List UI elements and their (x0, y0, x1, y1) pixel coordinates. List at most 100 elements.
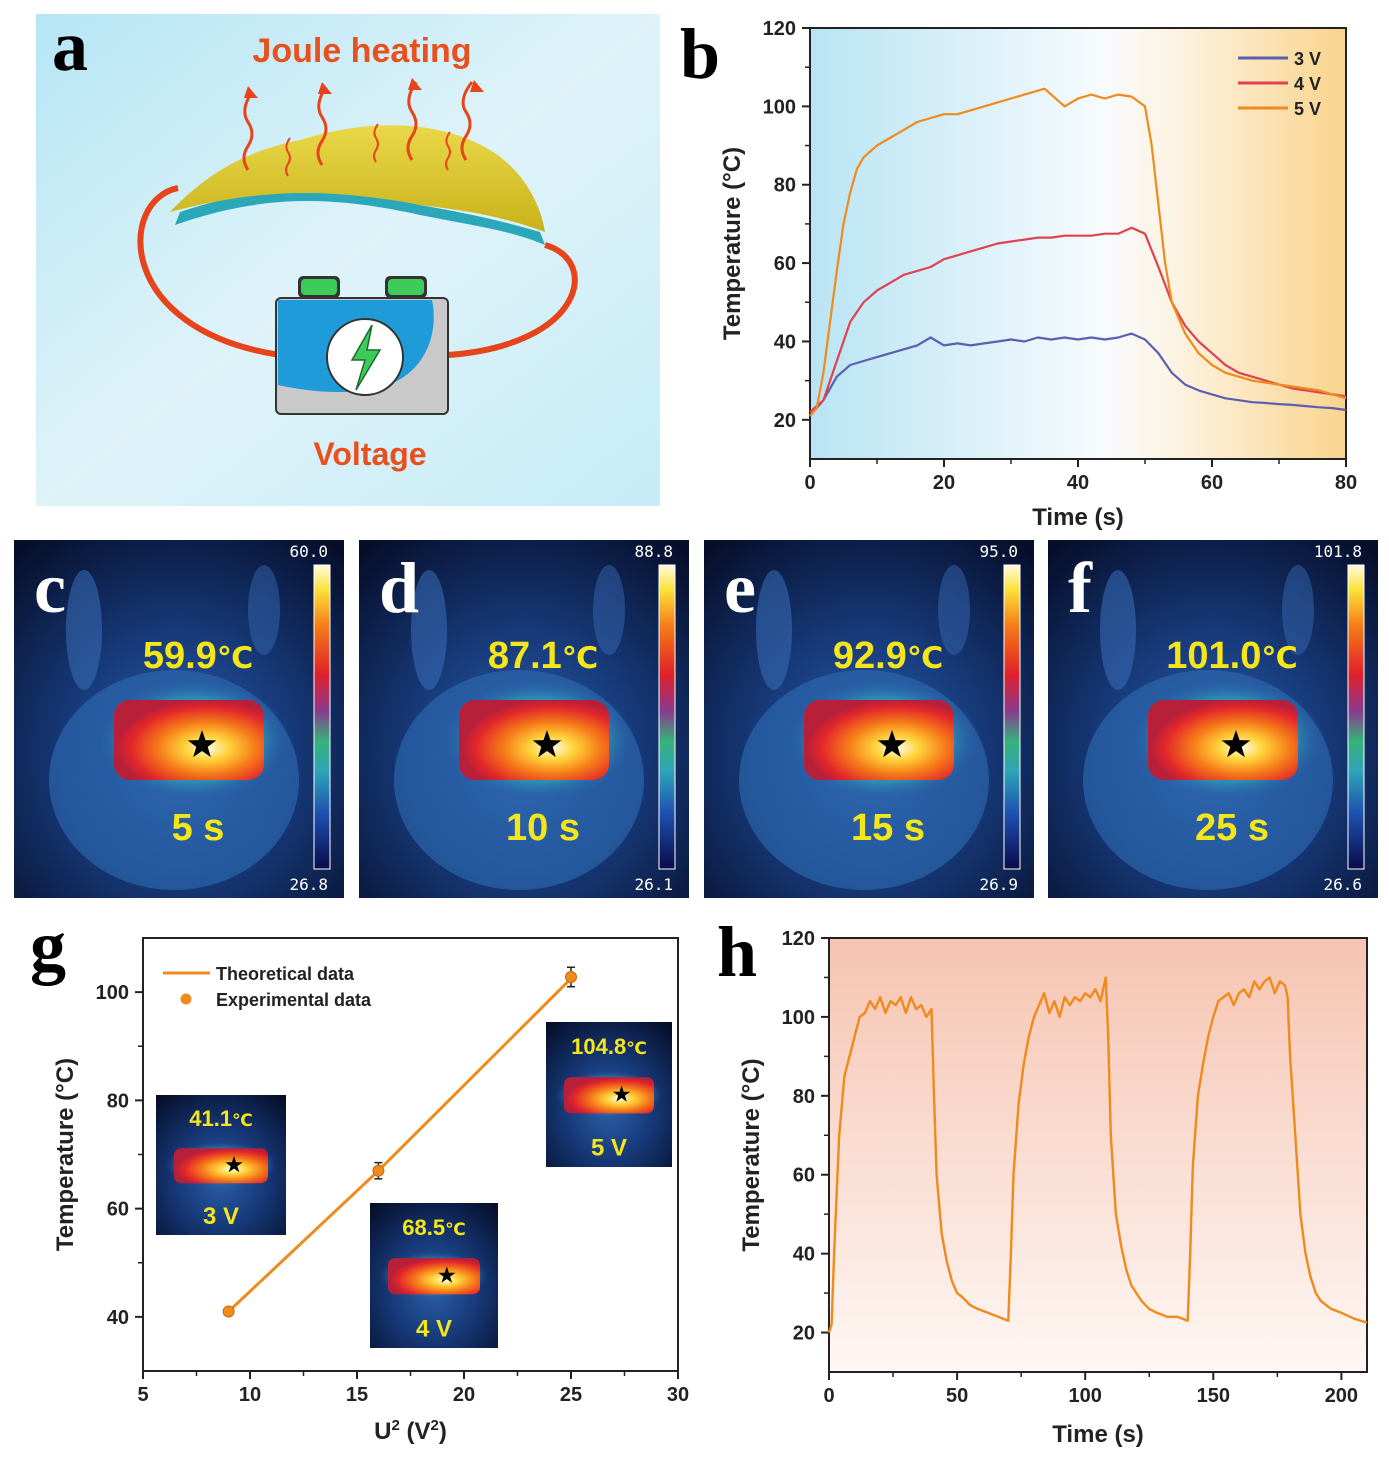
x-tick-label: 60 (1201, 472, 1223, 494)
panel-label-g: g (30, 906, 66, 986)
circuit-wire (137, 185, 578, 358)
thermal-finger (66, 570, 102, 690)
temperature-unit: ℃ (907, 642, 943, 675)
experimental-point (222, 1305, 235, 1318)
x-tick-label: 150 (1197, 1385, 1230, 1407)
y-tick-label: 40 (774, 331, 796, 353)
y-tick-label: 120 (763, 18, 796, 40)
panel-b: b 0 20 40 60 80 20 40 60 80 100 120 Time (s) Tempera… (680, 14, 1357, 531)
y-tick-label: 20 (793, 1323, 815, 1345)
x-tick-label: 0 (823, 1385, 834, 1407)
inset-voltage: 3 V (203, 1203, 239, 1230)
cycling-curve (827, 976, 1368, 1333)
thermal-finger (1282, 565, 1314, 655)
time-label: 25 s (1195, 807, 1269, 849)
thermal-hotspot (804, 700, 954, 780)
heat-wave-arrows (242, 81, 474, 177)
inset-thermal-1: 68.5℃ 4 V (370, 1203, 498, 1348)
x-tick-label: 50 (946, 1385, 968, 1407)
x-tick-label: 80 (1335, 472, 1357, 494)
x-tick-label: 100 (1069, 1385, 1102, 1407)
panel-a: a Joule heating (36, 6, 660, 506)
thermal-finger (938, 565, 970, 655)
y-tick-label: 80 (793, 1086, 815, 1108)
legend-label-1: 4 V (1294, 74, 1321, 94)
voltage-label: Voltage (313, 436, 426, 472)
thermal-finger (1100, 570, 1136, 690)
panel-h: h 0 50 100 150 200 20 40 60 80 100 120 Time (s) Temp… (717, 912, 1368, 1448)
color-scale-max: 60.0 (289, 542, 328, 561)
inset-temperature-unit: ℃ (445, 1220, 466, 1239)
x-tick-label: 5 (137, 1384, 148, 1406)
color-scale-bar (1347, 564, 1365, 870)
temperature-readout: 59.9℃ (143, 635, 253, 677)
panel-label-d: d (379, 548, 419, 628)
inset-thermal-0: 41.1℃ 3 V (156, 1095, 286, 1235)
y-axis-label: Temperature (°C) (738, 1058, 765, 1251)
x-tick-label: 0 (804, 472, 815, 494)
thermal-hotspot (459, 700, 609, 780)
heat-arrow-heads (244, 78, 484, 98)
thermal-finger (248, 565, 280, 655)
color-scale-min: 26.9 (979, 875, 1018, 894)
time-label: 5 s (172, 807, 225, 849)
series-line-4v (809, 226, 1347, 413)
temperature-value: 92.9 (833, 635, 907, 677)
color-scale-max: 101.8 (1314, 542, 1362, 561)
x-tick-label: 40 (1067, 472, 1089, 494)
y-tick-label: 60 (793, 1165, 815, 1187)
color-scale-max: 88.8 (634, 542, 673, 561)
panel-label-a: a (52, 6, 88, 86)
series-line-5v (809, 87, 1347, 417)
battery (275, 276, 449, 415)
star-marker (532, 730, 562, 758)
panel-h-background (829, 938, 1367, 1372)
experimental-point (565, 970, 577, 983)
thermal-image-f: f 101.0℃ 25 s 101.8 26.6 (1048, 540, 1378, 898)
temperature-readout: 92.9℃ (833, 635, 943, 677)
inset-temperature-value: 104.8 (571, 1034, 626, 1059)
inset-temperature-value: 68.5 (402, 1215, 445, 1240)
color-scale-min: 26.6 (1323, 875, 1362, 894)
panel-label-c: c (34, 548, 66, 628)
inset-temperature-value: 41.1 (189, 1106, 232, 1131)
x-label-part: U (374, 1418, 391, 1445)
panel-b-background (810, 28, 1346, 459)
thermal-finger (593, 565, 625, 655)
temperature-unit: ℃ (562, 642, 598, 675)
star-marker (438, 1266, 456, 1283)
x-label-sup: 2 (431, 1417, 439, 1434)
thermal-hotspot (114, 700, 264, 780)
x-label-part: (V (400, 1418, 431, 1445)
inset-temperature-unit: ℃ (232, 1111, 253, 1130)
x-tick-label: 15 (346, 1384, 368, 1406)
film-bottom-layer (175, 190, 545, 245)
y-tick-label: 60 (774, 253, 796, 275)
experimental-point (372, 1164, 385, 1177)
thermal-finger (411, 570, 447, 690)
inset-temperature: 104.8℃ (571, 1034, 647, 1059)
x-axis-label: Time (s) (1052, 1421, 1144, 1448)
time-label: 10 s (506, 807, 580, 849)
temperature-value: 59.9 (143, 635, 217, 677)
temperature-unit: ℃ (217, 642, 253, 675)
color-scale-max: 95.0 (979, 542, 1018, 561)
x-tick-label: 20 (933, 472, 955, 494)
y-tick-label: 80 (107, 1090, 129, 1112)
y-axis-label: Temperature (°C) (52, 1058, 79, 1251)
chart-h: 0 50 100 150 200 20 40 60 80 100 120 Time (s) Temper… (738, 928, 1368, 1448)
x-label-part: ) (439, 1418, 447, 1445)
thermal-image-c: c 59.9℃ 5 s 60.0 26.8 (14, 540, 344, 898)
panel-label-f: f (1068, 548, 1093, 628)
temperature-readout: 87.1℃ (488, 635, 598, 677)
plot-frame (828, 937, 1368, 1373)
thermal-hotspot (1148, 700, 1298, 780)
series-line-3v (809, 332, 1347, 417)
thermal-image-e: e 92.9℃ 15 s 95.0 26.9 (704, 540, 1034, 898)
thermal-image-d: d 87.1℃ 10 s 88.8 26.1 (359, 540, 689, 898)
y-tick-label: 40 (107, 1307, 129, 1329)
inset-temperature: 41.1℃ (189, 1106, 252, 1131)
inset-temperature-unit: ℃ (626, 1039, 647, 1058)
